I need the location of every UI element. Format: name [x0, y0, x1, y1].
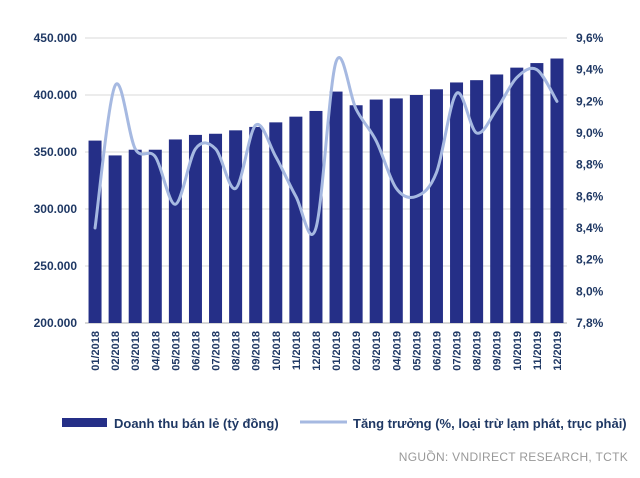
- x-axis-category-label: 09/2018: [251, 331, 263, 371]
- bar: [128, 149, 142, 323]
- x-axis-category-label: 07/2019: [452, 331, 464, 371]
- right-axis-tick-label: 9,4%: [576, 63, 604, 77]
- bar: [450, 82, 464, 324]
- x-axis-category-label: 12/2018: [311, 331, 323, 371]
- x-axis-category-label: 08/2018: [231, 331, 243, 371]
- bar: [389, 98, 403, 323]
- line-series-label: Tăng trưởng (%, loại trừ lạm phát, trục …: [353, 416, 627, 431]
- bar: [269, 122, 283, 323]
- bar: [510, 67, 524, 323]
- bar: [530, 63, 544, 323]
- right-axis-tick-label: 9,2%: [576, 94, 604, 108]
- left-axis-tick-label: 200.000: [34, 316, 78, 330]
- bar: [249, 126, 263, 323]
- x-axis-category-label: 10/2019: [512, 331, 524, 371]
- source-credit: NGUỒN: VNDIRECT RESEARCH, TCTK: [399, 449, 628, 464]
- x-axis-category-label: 06/2019: [431, 331, 443, 371]
- x-axis-category-label: 01/2018: [90, 331, 102, 371]
- x-axis-category-label: 07/2018: [211, 331, 223, 371]
- left-axis-tick-label: 350.000: [34, 145, 78, 159]
- bar: [108, 155, 122, 323]
- bar: [209, 133, 223, 323]
- x-axis-category-label: 03/2018: [130, 331, 142, 371]
- right-axis-tick-label: 8,0%: [576, 284, 604, 298]
- bar: [229, 130, 243, 323]
- right-axis-tick-label: 7,8%: [576, 316, 604, 330]
- bar: [88, 140, 102, 323]
- left-axis-tick-label: 250.000: [34, 259, 78, 273]
- left-axis-tick-label: 400.000: [34, 88, 78, 102]
- x-axis-category-label: 11/2019: [532, 331, 544, 370]
- x-axis-category-label: 09/2019: [492, 331, 504, 371]
- bar: [329, 91, 343, 323]
- bar: [470, 80, 484, 324]
- right-axis-tick-label: 9,0%: [576, 126, 604, 140]
- x-axis-category-label: 05/2018: [170, 331, 182, 371]
- right-axis-tick-label: 9,6%: [576, 31, 604, 45]
- bar: [550, 58, 564, 324]
- x-axis-category-label: 01/2019: [331, 331, 343, 371]
- right-axis-tick-label: 8,6%: [576, 189, 604, 203]
- left-axis-tick-label: 450.000: [34, 31, 78, 45]
- right-axis-tick-label: 8,8%: [576, 158, 604, 172]
- right-axis-tick-label: 8,2%: [576, 253, 604, 267]
- x-axis-category-label: 11/2018: [291, 331, 303, 370]
- x-axis-category-label: 10/2018: [271, 331, 283, 371]
- growth-line: [93, 56, 559, 236]
- bar: [289, 116, 303, 323]
- x-axis-category-label: 12/2019: [552, 331, 564, 371]
- x-axis-category-label: 02/2019: [351, 331, 363, 371]
- bar: [429, 89, 443, 323]
- bar: [148, 149, 162, 323]
- right-axis-tick-label: 8,4%: [576, 221, 604, 235]
- bar: [309, 110, 323, 324]
- bar: [490, 74, 504, 323]
- x-axis-category-label: 02/2018: [110, 331, 122, 371]
- bar-series-swatch: [62, 418, 107, 427]
- legend: Doanh thu bán lẻ (tỷ đồng) Tăng trưởng (…: [62, 416, 627, 431]
- left-axis-tick-label: 300.000: [34, 202, 78, 216]
- bar: [168, 139, 182, 323]
- bar: [409, 95, 423, 323]
- bar-series-label: Doanh thu bán lẻ (tỷ đồng): [114, 416, 279, 431]
- x-axis-category-label: 06/2018: [190, 331, 202, 371]
- x-axis-category-label: 05/2019: [411, 331, 423, 371]
- x-axis-category-label: 03/2019: [371, 331, 383, 371]
- x-axis-category-label: 04/2018: [150, 331, 162, 371]
- bar: [369, 99, 383, 323]
- bar: [188, 134, 202, 323]
- plot-area: 450.000 400.000 350.000 300.000 250.000 200.0…: [34, 31, 604, 371]
- x-axis-category-label: 08/2019: [472, 331, 484, 371]
- bar: [349, 105, 363, 323]
- x-axis-category-label: 04/2019: [391, 331, 403, 371]
